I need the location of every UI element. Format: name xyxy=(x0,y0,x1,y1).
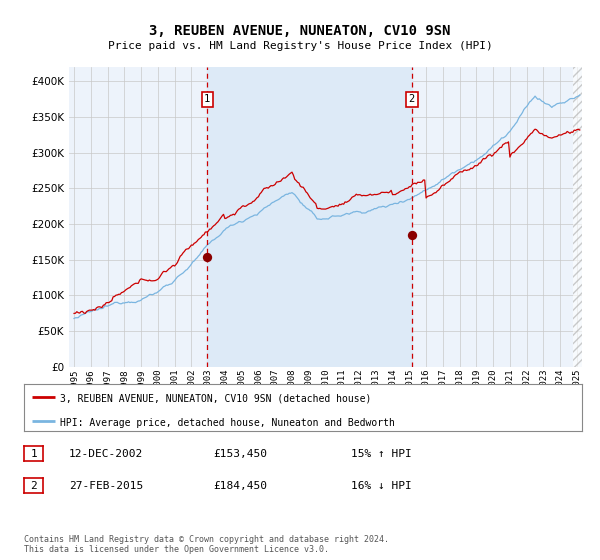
Text: 3, REUBEN AVENUE, NUNEATON, CV10 9SN: 3, REUBEN AVENUE, NUNEATON, CV10 9SN xyxy=(149,24,451,38)
Text: 1: 1 xyxy=(30,449,37,459)
Bar xyxy=(573,67,582,367)
Bar xyxy=(208,67,412,367)
Text: 12-DEC-2002: 12-DEC-2002 xyxy=(69,449,143,459)
Text: 1: 1 xyxy=(204,94,211,104)
Text: 16% ↓ HPI: 16% ↓ HPI xyxy=(351,480,412,491)
Text: HPI: Average price, detached house, Nuneaton and Bedworth: HPI: Average price, detached house, Nune… xyxy=(60,418,395,428)
Point xyxy=(203,253,212,262)
Text: Contains HM Land Registry data © Crown copyright and database right 2024.
This d: Contains HM Land Registry data © Crown c… xyxy=(24,535,389,554)
Text: 2: 2 xyxy=(409,94,415,104)
Point xyxy=(407,231,416,240)
Text: 15% ↑ HPI: 15% ↑ HPI xyxy=(351,449,412,459)
Text: 3, REUBEN AVENUE, NUNEATON, CV10 9SN (detached house): 3, REUBEN AVENUE, NUNEATON, CV10 9SN (de… xyxy=(60,394,371,404)
Text: £184,450: £184,450 xyxy=(213,480,267,491)
Text: £153,450: £153,450 xyxy=(213,449,267,459)
Text: 2: 2 xyxy=(30,480,37,491)
Text: Price paid vs. HM Land Registry's House Price Index (HPI): Price paid vs. HM Land Registry's House … xyxy=(107,41,493,51)
Text: 27-FEB-2015: 27-FEB-2015 xyxy=(69,480,143,491)
